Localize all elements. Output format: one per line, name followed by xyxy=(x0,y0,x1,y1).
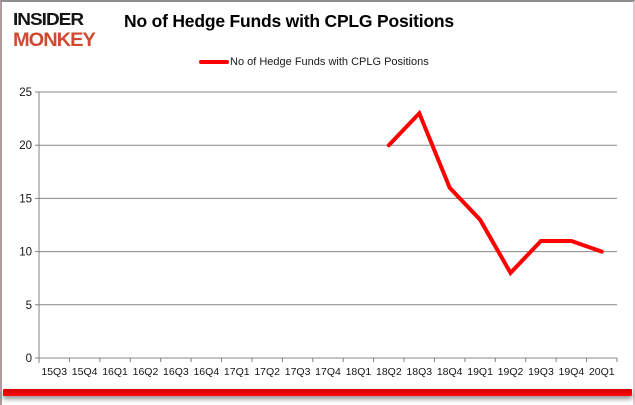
x-axis-label-18Q1: 18Q1 xyxy=(346,366,372,378)
x-axis-label-19Q3: 19Q3 xyxy=(528,366,554,378)
data-series-line xyxy=(386,109,604,277)
x-axis-label-19Q2: 19Q2 xyxy=(498,366,524,378)
x-axis-label-15Q3: 15Q3 xyxy=(41,366,67,378)
x-axis-label-17Q4: 17Q4 xyxy=(315,366,341,378)
y-axis-label-25: 25 xyxy=(19,87,32,99)
x-axis-label-18Q4: 18Q4 xyxy=(437,366,463,378)
x-axis-label-16Q4: 16Q4 xyxy=(193,366,219,378)
x-axis-label-15Q4: 15Q4 xyxy=(72,366,98,378)
x-axis-label-16Q3: 16Q3 xyxy=(163,366,189,378)
y-axis-label-20: 20 xyxy=(19,140,32,152)
x-axis-label-20Q1: 20Q1 xyxy=(589,366,615,378)
legend-line-marker xyxy=(199,60,229,64)
y-axis-label-5: 5 xyxy=(26,300,32,312)
x-axis-label-18Q2: 18Q2 xyxy=(376,366,402,378)
x-axis-label-16Q1: 16Q1 xyxy=(102,366,128,378)
logo-text-insider: INSIDER xyxy=(13,10,84,30)
x-axis-label-18Q3: 18Q3 xyxy=(406,366,432,378)
legend-label: No of Hedge Funds with CPLG Positions xyxy=(230,56,429,68)
line-chart: 0 5 10 15 20 25 15Q3 15Q4 16Q1 16Q2 16Q3 16Q4 17Q1 17… xyxy=(19,87,618,378)
x-axis-label-17Q3: 17Q3 xyxy=(285,366,311,378)
page-title: No of Hedge Funds with CPLG Positions xyxy=(124,11,454,31)
x-axis-label-17Q1: 17Q1 xyxy=(224,366,250,378)
insider-monkey-logo: INSIDER MONKEY xyxy=(13,11,125,51)
y-axis-label-10: 10 xyxy=(19,247,32,259)
x-axis-label-19Q1: 19Q1 xyxy=(467,366,493,378)
y-axis-label-0: 0 xyxy=(26,353,32,365)
x-axis-label-16Q2: 16Q2 xyxy=(133,366,159,378)
logo-text-monkey: MONKEY xyxy=(13,30,96,51)
bottom-accent-bar xyxy=(3,389,632,396)
plot-area: 0 5 10 15 20 25 15Q3 15Q4 16Q1 16Q2 16Q3 16Q4 17Q1 17… xyxy=(2,77,635,392)
x-axis-label-19Q4: 19Q4 xyxy=(559,366,585,378)
legend: No of Hedge Funds with CPLG Positions xyxy=(199,55,429,69)
x-axis-label-17Q2: 17Q2 xyxy=(254,366,280,378)
y-axis-label-15: 15 xyxy=(19,193,32,205)
